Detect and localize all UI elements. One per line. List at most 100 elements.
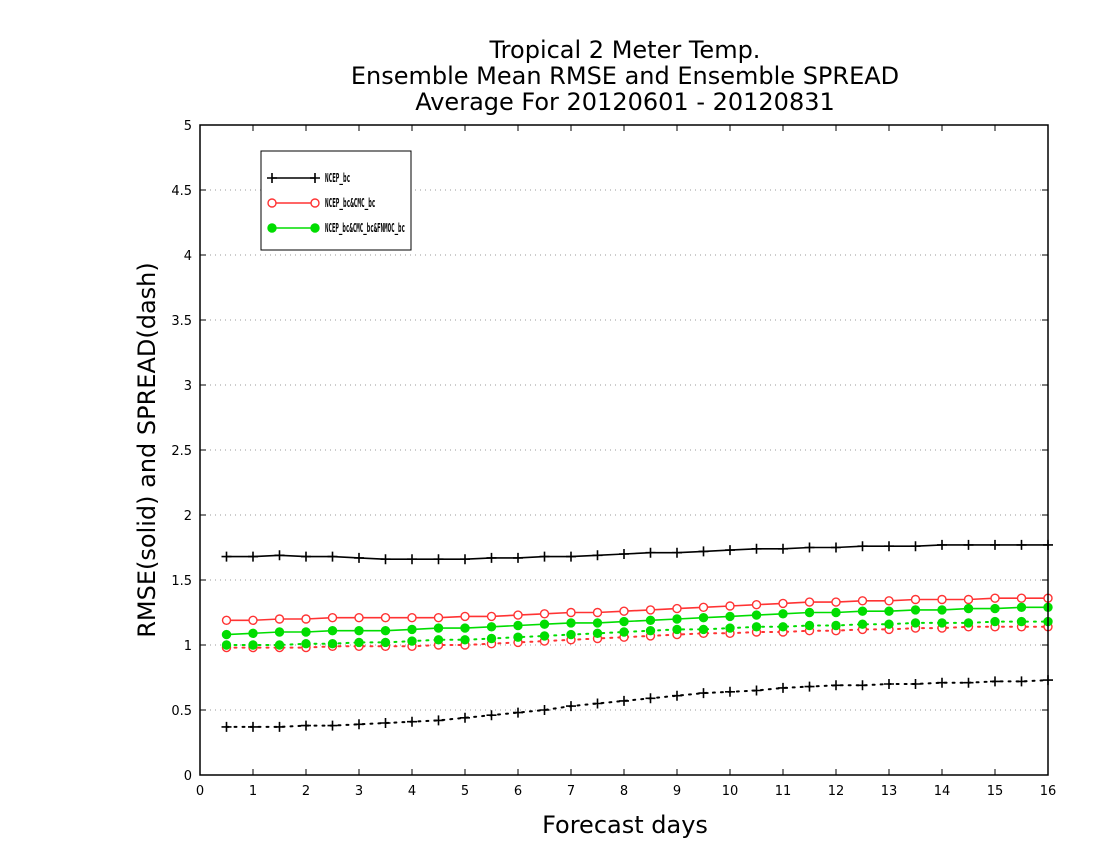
spread-point <box>857 680 868 691</box>
rmse-point <box>486 622 497 632</box>
spread-point <box>619 695 629 706</box>
rmse-point <box>327 626 338 636</box>
spread-point <box>831 620 841 631</box>
rmse-point <box>407 624 417 635</box>
x-tick-label: 0 <box>196 784 204 799</box>
rmse-point <box>778 543 788 554</box>
rmse-point <box>539 551 550 562</box>
spread-point <box>963 618 974 628</box>
x-tick-label: 11 <box>775 784 792 799</box>
spread-point <box>937 618 947 628</box>
spread-point <box>619 627 629 637</box>
legend: NCEP_bc NCEP_bc&CMC_bc NCEP_bc&CMC_bc&FNMO… <box>260 150 412 251</box>
rmse-point <box>619 549 629 559</box>
rmse-point <box>645 615 656 625</box>
rmse-point <box>884 606 894 616</box>
spread-point <box>539 631 550 641</box>
rmse-point <box>592 607 603 618</box>
rmse-point <box>857 596 868 606</box>
spread-point <box>354 719 364 730</box>
x-tick-label: 14 <box>934 784 951 799</box>
spread-point <box>725 686 735 697</box>
rmse-point <box>804 607 815 618</box>
spread-point <box>433 715 444 726</box>
x-tick-label: 15 <box>987 784 1004 799</box>
x-tick-label: 6 <box>514 784 522 799</box>
x-tick-label: 16 <box>1040 784 1057 799</box>
rmse-point <box>778 598 788 609</box>
rmse-point <box>248 551 258 562</box>
x-tick-label: 2 <box>302 784 310 799</box>
spread-point <box>831 680 841 691</box>
legend-label: NCEP_bc&CMC_bc <box>325 196 375 211</box>
rmse-point <box>460 554 470 565</box>
rmse-point <box>778 609 788 619</box>
spread-line <box>225 679 1049 728</box>
rmse-point <box>380 626 391 636</box>
rmse-line <box>226 606 1048 636</box>
rmse-point <box>460 623 470 633</box>
rmse-point <box>725 601 735 611</box>
spread-point <box>1016 676 1027 687</box>
spread-point <box>513 707 523 718</box>
legend-item: NCEP_bc&CMC_bc <box>267 196 375 211</box>
spread-point <box>380 718 391 728</box>
spread-point <box>486 710 497 721</box>
x-tick-label: 8 <box>620 784 628 799</box>
spread-point <box>698 688 709 699</box>
spread-point <box>963 677 974 688</box>
spread-point <box>990 616 1000 627</box>
rmse-point <box>990 539 1000 550</box>
spread-point <box>539 705 550 715</box>
y-tick-label: 2.5 <box>171 444 192 459</box>
rmse-point <box>831 542 841 553</box>
spread-point <box>354 637 364 648</box>
spread-point <box>990 676 1000 687</box>
y-tick-label: 4 <box>184 249 192 264</box>
rmse-point <box>1016 602 1027 612</box>
spread-line <box>225 620 1049 646</box>
rmse-point <box>513 552 523 563</box>
rmse-line <box>226 544 1048 561</box>
rmse-point <box>884 541 894 552</box>
spread-point <box>248 640 258 650</box>
rmse-point <box>937 594 947 605</box>
rmse-point <box>831 607 841 618</box>
spread-point <box>221 640 232 650</box>
series-layer <box>221 539 1053 732</box>
spread-point <box>910 618 921 628</box>
series-2 <box>221 602 1053 650</box>
rmse-point <box>301 627 311 637</box>
spread-point <box>725 623 735 633</box>
x-tick-label: 5 <box>461 784 469 799</box>
spread-point <box>486 633 497 644</box>
rmse-point <box>963 594 974 605</box>
rmse-point <box>672 614 682 624</box>
rmse-point <box>619 616 629 627</box>
spread-point <box>672 690 682 701</box>
rmse-point <box>619 606 629 616</box>
x-tick-label: 1 <box>249 784 257 799</box>
y-axis-label: RMSE(solid) and SPREAD(dash) <box>133 262 161 638</box>
rmse-point <box>910 605 921 615</box>
y-tick-label: 1 <box>184 639 192 654</box>
x-tick-label: 10 <box>722 784 739 799</box>
legend-box <box>260 150 412 251</box>
legend-marker-left <box>267 173 277 183</box>
y-tick-label: 3.5 <box>171 314 192 329</box>
spread-point <box>248 721 258 732</box>
y-tick-label: 5 <box>184 119 192 134</box>
rmse-point <box>354 613 364 623</box>
spread-point <box>751 622 762 632</box>
rmse-point <box>937 605 947 615</box>
spread-point <box>301 639 311 649</box>
axis-ticks: 0 1 2 3 4 5 6 7 8 9 10 11 12 13 14 15 1600.511.522.533.5… <box>171 119 1056 799</box>
legend-marker-right <box>310 223 320 233</box>
x-tick-label: 7 <box>567 784 575 799</box>
x-tick-label: 3 <box>355 784 363 799</box>
rmse-point <box>354 626 364 636</box>
spread-point <box>566 629 576 640</box>
x-axis-label: Forecast days <box>542 811 708 839</box>
rmse-point <box>433 554 444 565</box>
rmse-point <box>274 614 285 624</box>
